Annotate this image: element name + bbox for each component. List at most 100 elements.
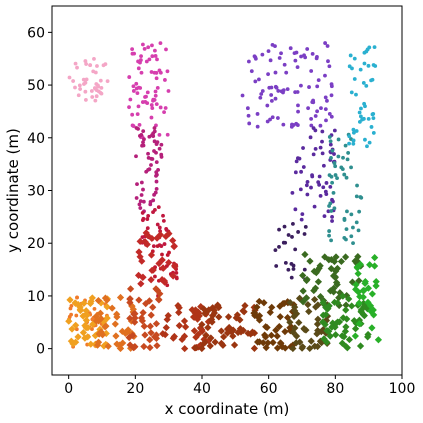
data-point-diamond [103,314,111,322]
data-point-circle [150,106,155,110]
data-point-circle [322,214,327,218]
data-point-circle [135,182,139,187]
data-point-diamond [357,308,366,316]
data-point-circle [140,211,145,215]
data-point-circle [313,114,318,118]
data-point-diamond [369,306,377,314]
data-point-diamond [112,332,120,340]
data-point-circle [90,317,95,322]
data-point-circle [341,155,345,160]
data-point-diamond [273,332,281,340]
data-point-diamond [342,301,350,309]
y-tick-label: 0 [36,342,45,358]
data-point-circle [311,152,316,157]
data-point-diamond [255,316,264,324]
data-point-diamond [215,313,223,321]
data-point-diamond [314,326,322,335]
data-point-diamond [79,329,88,337]
data-point-diamond [353,263,361,271]
data-point-diamond [371,253,379,262]
data-point-circle [276,89,281,93]
y-tick-label: 50 [27,78,45,94]
data-point-circle [309,123,314,128]
data-point-diamond [215,303,223,312]
data-point-circle [130,51,135,56]
data-point-circle [71,79,76,83]
data-point-circle [128,97,133,102]
data-point-circle [150,157,155,161]
data-point-circle [329,82,334,86]
data-point-circle [155,57,159,62]
data-point-circle [127,105,131,110]
data-point-diamond [316,293,325,301]
data-point-circle [78,87,83,91]
data-point-circle [255,112,260,116]
data-point-circle [299,83,303,88]
data-point-circle [350,66,354,71]
data-point-diamond [329,272,338,280]
data-point-diamond [170,242,178,250]
data-point-diamond [359,299,368,307]
data-point-circle [273,248,278,253]
data-point-diamond [299,287,307,295]
data-point-diamond [146,336,154,344]
data-point-diamond [111,320,119,328]
data-point-circle [351,130,356,135]
data-point-circle [370,112,375,117]
y-tick-label: 10 [27,289,45,305]
data-point-circle [246,113,251,118]
data-point-diamond [343,344,351,352]
y-tick-label: 60 [27,25,45,41]
data-point-circle [302,267,307,272]
data-point-circle [354,194,359,199]
data-point-circle [277,244,281,249]
data-point-circle [351,241,355,246]
data-point-diamond [146,344,154,352]
data-point-circle [82,82,86,86]
data-point-diamond [82,310,91,318]
data-point-diamond [170,332,178,341]
data-point-circle [354,129,359,133]
data-point-circle [293,207,298,212]
data-point-diamond [255,312,264,320]
data-point-circle [291,123,296,127]
data-point-circle [291,267,296,271]
data-point-circle [149,70,154,74]
data-point-circle [154,160,159,165]
data-point-circle [137,122,142,127]
data-point-diamond [327,265,335,273]
data-point-diamond [82,316,91,324]
data-point-diamond [180,332,189,340]
data-point-diamond [236,316,244,324]
data-point-circle [356,228,361,233]
data-point-circle [366,117,371,121]
data-point-circle [303,55,308,60]
data-point-circle [145,217,150,221]
data-point-diamond [266,308,274,317]
data-point-diamond [268,303,276,311]
data-point-circle [357,209,362,214]
data-point-circle [299,169,303,174]
data-point-circle [286,267,291,272]
data-point-circle [161,219,166,223]
data-point-circle [352,77,357,81]
data-point-circle [348,53,353,58]
data-point-diamond [171,263,179,271]
data-point-diamond [169,236,177,245]
data-point-diamond [116,341,124,349]
data-point-diamond [103,296,111,304]
data-point-diamond [316,262,324,270]
data-point-circle [328,201,333,206]
data-point-circle [166,89,171,93]
data-point-diamond [247,330,255,338]
data-point-circle [332,152,336,156]
data-point-circle [257,77,261,82]
data-point-diamond [310,286,318,295]
data-point-circle [358,67,363,72]
data-point-circle [93,86,98,91]
data-point-circle [246,59,251,64]
x-axis-label: x coordinate (m) [165,400,290,418]
data-point-circle [326,59,330,64]
data-point-circle [332,161,337,165]
data-point-diamond [354,252,362,261]
